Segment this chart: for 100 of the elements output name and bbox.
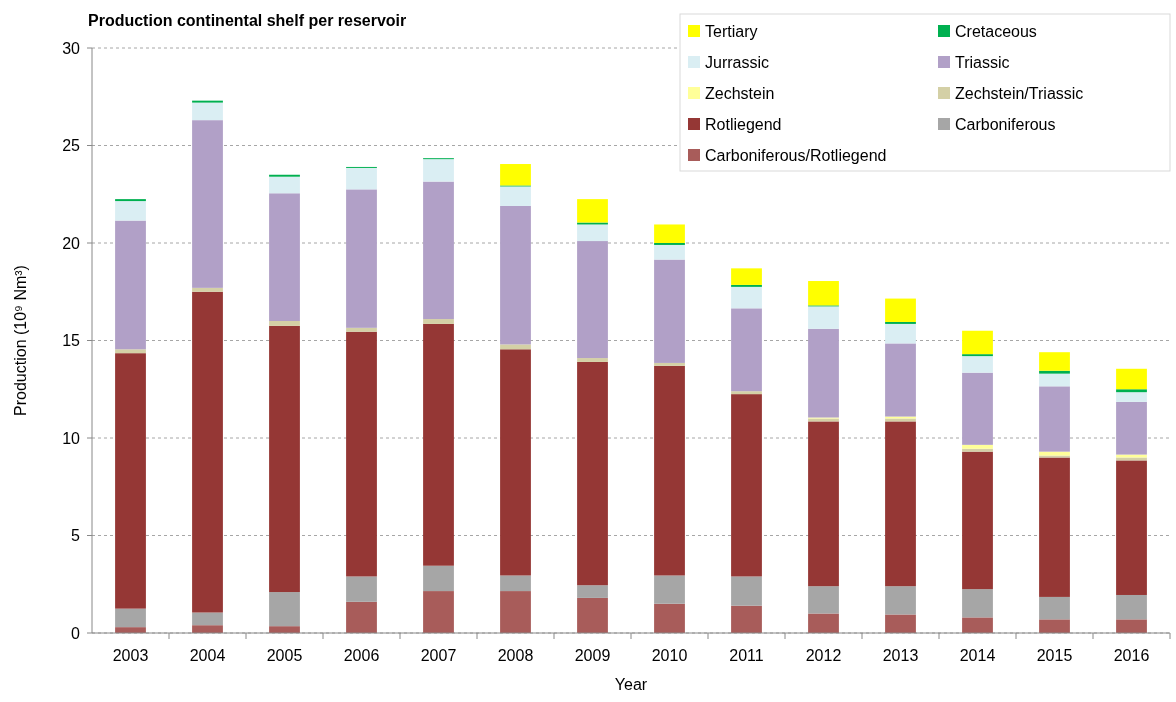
legend-label: Rotliegend [705,115,782,133]
bar [885,614,916,633]
bar [423,591,454,633]
bar [192,287,223,292]
bar [500,349,531,576]
bar [346,189,377,328]
bar [1039,373,1070,387]
bar [654,244,685,260]
bar [1039,370,1070,374]
legend-label: Jurrassic [705,53,770,71]
bar [269,193,300,321]
bar [654,362,685,366]
bar [654,603,685,633]
bar [500,344,531,350]
bar [115,220,146,350]
y-tick-label: 30 [62,39,81,57]
bar [1039,451,1070,456]
bar [808,328,839,418]
bar [1039,619,1070,633]
x-tick-label: 2011 [729,647,764,664]
bar [500,164,531,186]
bar [731,391,762,395]
x-tick-label: 2013 [882,647,919,664]
bar [577,361,608,586]
x-tick-label: 2009 [574,647,611,664]
bar [885,298,916,322]
bar [1116,368,1147,390]
bar [577,585,608,598]
bar [500,186,531,206]
bar [269,592,300,627]
x-tick-label: 2004 [189,647,226,664]
bar [1039,352,1070,371]
y-tick-label: 5 [71,527,81,545]
bar [269,325,300,593]
bar [654,259,685,363]
legend-label: Carboniferous [955,115,1056,133]
x-tick-label: 2005 [266,647,303,664]
bar [423,181,454,320]
bar [115,201,146,221]
bar [192,102,223,121]
bar [577,224,608,242]
bar [423,319,454,324]
bar [731,576,762,606]
bar [192,612,223,626]
y-tick-label: 25 [62,137,81,155]
x-tick-label: 2012 [805,647,842,664]
bar [1039,457,1070,597]
bar [962,372,993,445]
bar [962,330,993,355]
bar [346,576,377,602]
x-tick-label: 2015 [1036,647,1073,664]
x-axis-title: Year [614,676,648,693]
bar [423,323,454,566]
bar [115,608,146,628]
bar [1116,460,1147,595]
bar [1039,386,1070,452]
bar [962,448,993,452]
bar [115,353,146,609]
bar [962,617,993,633]
bar [962,444,993,449]
bar [885,586,916,615]
bar [269,321,300,326]
bar [1116,389,1147,393]
bar [346,167,377,190]
bar [962,589,993,618]
bar [808,421,839,587]
x-tick-label: 2006 [343,647,380,664]
bar [808,281,839,306]
bar [346,331,377,577]
bar [808,306,839,329]
x-tick-label: 2007 [420,647,457,664]
bar [962,356,993,373]
bar [192,120,223,288]
bar [885,323,916,344]
bar [731,308,762,392]
bar [808,613,839,633]
bar [808,586,839,614]
legend-label: Cretaceous [955,22,1037,40]
bar [423,159,454,182]
legend-label: Tertiary [705,22,758,40]
bar [654,575,685,604]
legend-label: Carboniferous/Rotliegend [705,146,887,164]
bar [1116,594,1147,620]
bar [731,605,762,633]
bar [731,268,762,285]
bar [577,358,608,362]
bar [1116,619,1147,633]
legend-label: Zechstein/Triassic [955,84,1084,102]
y-axis-title: Production (10⁹ Nm³) [12,265,29,416]
bar [577,241,608,359]
x-tick-label: 2010 [651,647,688,664]
bar [654,224,685,243]
y-tick-label: 10 [62,429,81,447]
y-tick-label: 20 [62,234,81,252]
y-tick-label: 0 [71,624,81,642]
x-tick-label: 2016 [1113,647,1150,664]
bar [346,327,377,332]
y-tick-label: 15 [62,332,81,350]
legend-label: Triassic [955,53,1010,71]
bar [654,365,685,576]
